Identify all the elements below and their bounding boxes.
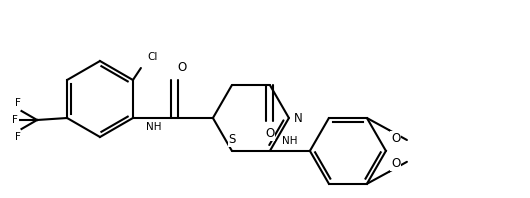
Text: Cl: Cl bbox=[147, 52, 157, 62]
Text: O: O bbox=[266, 127, 275, 140]
Text: NH: NH bbox=[146, 122, 162, 132]
Text: O: O bbox=[391, 132, 400, 145]
Text: F: F bbox=[15, 132, 21, 142]
Text: O: O bbox=[177, 61, 186, 74]
Text: N: N bbox=[294, 111, 303, 125]
Text: NH: NH bbox=[282, 136, 298, 146]
Text: F: F bbox=[12, 115, 18, 125]
Text: O: O bbox=[391, 157, 400, 170]
Text: S: S bbox=[228, 133, 236, 146]
Text: F: F bbox=[15, 98, 21, 108]
